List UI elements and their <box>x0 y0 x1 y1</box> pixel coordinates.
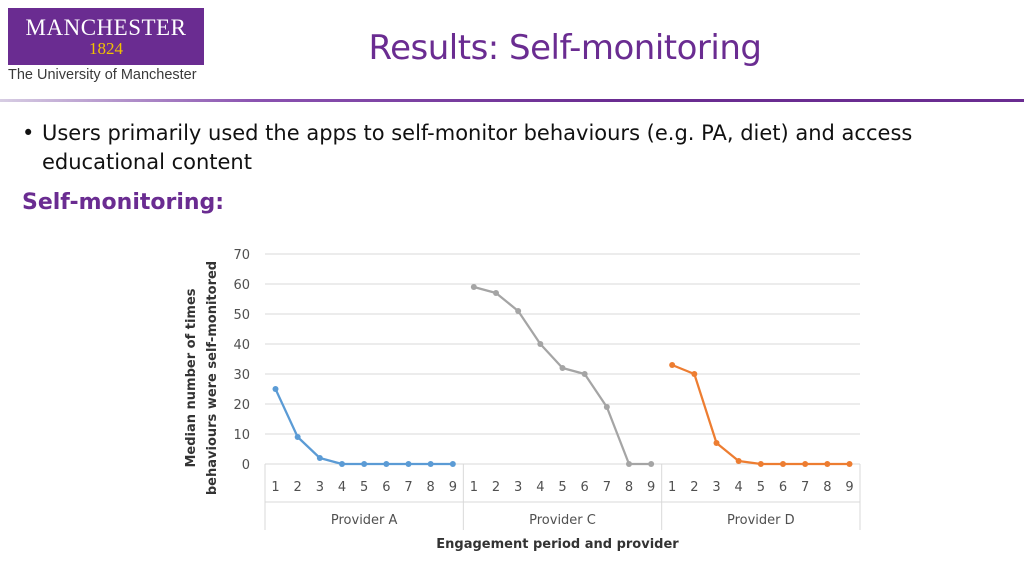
x-tick-label: 1 <box>271 480 279 495</box>
x-tick-label: 4 <box>735 480 743 495</box>
x-tick-label: 1 <box>668 480 676 495</box>
y-tick-label: 50 <box>233 308 250 323</box>
data-point <box>757 461 764 467</box>
y-tick-label: 60 <box>233 278 250 293</box>
logo-crest: MANCHESTER 1824 <box>8 8 204 65</box>
x-tick-label: 2 <box>492 480 500 495</box>
data-point <box>272 386 279 392</box>
data-point <box>383 461 390 467</box>
logo-year: 1824 <box>89 38 123 58</box>
data-point <box>339 461 345 467</box>
data-point <box>449 461 456 467</box>
data-point <box>824 461 831 467</box>
data-point <box>669 362 676 368</box>
y-tick-label: 10 <box>233 428 250 443</box>
x-tick-label: 9 <box>647 480 655 495</box>
x-tick-label: 6 <box>779 480 787 495</box>
x-tick-label: 7 <box>404 480 412 495</box>
data-point <box>537 341 544 347</box>
group-label: Provider D <box>727 513 795 528</box>
data-point <box>603 404 610 410</box>
x-tick-label: 3 <box>514 480 522 495</box>
data-point <box>470 284 477 290</box>
x-axis-title: Engagement period and provider <box>436 537 679 552</box>
data-point <box>581 371 588 377</box>
data-point <box>735 458 742 464</box>
x-tick-label: 6 <box>581 480 589 495</box>
data-point <box>405 461 412 467</box>
x-tick-label: 6 <box>382 480 390 495</box>
data-point <box>559 365 566 371</box>
y-tick-label: 0 <box>242 458 250 473</box>
data-point <box>691 371 698 377</box>
x-tick-label: 9 <box>845 480 853 495</box>
data-point <box>294 434 301 440</box>
x-tick-label: 5 <box>360 480 368 495</box>
y-tick-label: 70 <box>233 248 250 263</box>
bullet-text: Users primarily used the apps to self-mo… <box>42 121 913 174</box>
x-tick-label: 7 <box>801 480 809 495</box>
x-tick-label: 9 <box>449 480 457 495</box>
section-subheading: Self-monitoring: <box>22 190 225 215</box>
group-label: Provider C <box>529 513 596 528</box>
x-tick-label: 3 <box>712 480 720 495</box>
x-tick-label: 5 <box>558 480 566 495</box>
x-tick-label: 5 <box>757 480 765 495</box>
logo-wordmark: MANCHESTER <box>25 14 187 40</box>
y-axis-title: Median number of times <box>184 288 199 467</box>
data-point <box>515 308 522 314</box>
data-point <box>780 461 786 467</box>
x-tick-label: 8 <box>823 480 831 495</box>
series-line <box>274 388 453 466</box>
y-tick-label: 20 <box>233 398 250 413</box>
slide-title: Results: Self-monitoring <box>368 28 762 68</box>
data-point <box>361 461 368 467</box>
data-point <box>427 461 434 467</box>
bullet-dot-icon: • <box>22 121 35 145</box>
x-tick-label: 4 <box>536 480 544 495</box>
series-line <box>671 363 850 466</box>
x-tick-label: 1 <box>470 480 478 495</box>
x-tick-label: 2 <box>690 480 698 495</box>
data-point <box>802 461 809 467</box>
x-tick-label: 7 <box>603 480 611 495</box>
y-tick-label: 30 <box>233 368 250 383</box>
title-divider <box>0 99 1024 102</box>
y-tick-label: 40 <box>233 338 250 353</box>
x-tick-label: 4 <box>338 480 346 495</box>
data-point <box>626 461 632 467</box>
x-tick-label: 8 <box>625 480 633 495</box>
x-tick-label: 2 <box>294 480 302 495</box>
university-logo: MANCHESTER 1824 The University of Manche… <box>8 8 204 83</box>
data-point <box>846 461 853 467</box>
logo-subtitle: The University of Manchester <box>8 67 197 83</box>
y-axis-title: behaviours were self-monitored <box>205 261 220 495</box>
x-tick-label: 3 <box>316 480 324 495</box>
data-point <box>493 290 499 296</box>
data-point <box>713 440 720 446</box>
group-label: Provider A <box>331 513 398 528</box>
bullet-point: • Users primarily used the apps to self-… <box>22 119 992 177</box>
data-point <box>316 455 323 461</box>
x-tick-label: 8 <box>427 480 435 495</box>
data-point <box>648 461 655 467</box>
